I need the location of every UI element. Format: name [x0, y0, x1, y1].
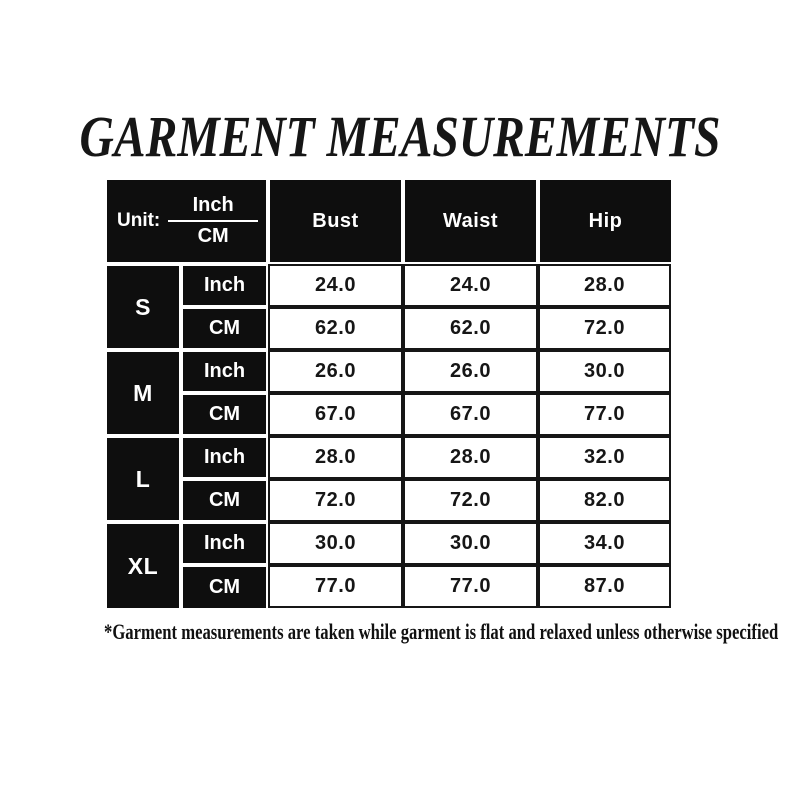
measurement-cell: 77.0: [268, 565, 403, 608]
measurement-cell: 24.0: [403, 264, 538, 307]
unit-cm-label: CM: [197, 225, 229, 247]
row-unit-cm-m: CM: [181, 393, 268, 436]
row-unit-inch-s: Inch: [181, 264, 268, 307]
measurement-cell: 67.0: [268, 393, 403, 436]
size-label-m: M: [107, 350, 181, 436]
unit-header-cell: Unit: Inch CM: [107, 180, 268, 264]
measurement-cell: 67.0: [403, 393, 538, 436]
measurement-cell: 26.0: [403, 350, 538, 393]
size-chart-table: Unit: Inch CM Bust Waist Hip S Inch CM 2…: [107, 180, 671, 608]
measurement-cell: 26.0: [268, 350, 403, 393]
measurement-cell: 32.0: [538, 436, 671, 479]
row-unit-cm-l: CM: [181, 479, 268, 522]
unit-inch-label: Inch: [168, 194, 258, 222]
measurement-cell: 28.0: [268, 436, 403, 479]
page-title: GARMENT MEASUREMENTS: [79, 104, 721, 169]
size-label-l: L: [107, 436, 181, 522]
measurement-cell: 82.0: [538, 479, 671, 522]
row-unit-cm-s: CM: [181, 307, 268, 350]
unit-label: Unit:: [117, 210, 161, 231]
measurement-cell: 28.0: [538, 264, 671, 307]
unit-fraction: Inch CM: [168, 194, 258, 248]
measurement-cell: 30.0: [538, 350, 671, 393]
measurement-cell: 72.0: [403, 479, 538, 522]
row-unit-inch-xl: Inch: [181, 522, 268, 565]
measurement-cell: 28.0: [403, 436, 538, 479]
measurement-cell: 77.0: [538, 393, 671, 436]
column-header-bust: Bust: [268, 180, 403, 264]
size-label-s: S: [107, 264, 181, 350]
row-unit-inch-m: Inch: [181, 350, 268, 393]
measurement-cell: 72.0: [538, 307, 671, 350]
measurement-cell: 87.0: [538, 565, 671, 608]
column-header-hip: Hip: [538, 180, 671, 264]
measurement-cell: 62.0: [268, 307, 403, 350]
measurement-disclaimer: *Garment measurements are taken while ga…: [104, 619, 779, 644]
measurement-cell: 30.0: [403, 522, 538, 565]
measurement-cell: 24.0: [268, 264, 403, 307]
measurement-cell: 72.0: [268, 479, 403, 522]
row-unit-inch-l: Inch: [181, 436, 268, 479]
measurement-cell: 62.0: [403, 307, 538, 350]
size-label-xl: XL: [107, 522, 181, 608]
row-unit-cm-xl: CM: [181, 565, 268, 608]
measurement-cell: 34.0: [538, 522, 671, 565]
measurement-cell: 30.0: [268, 522, 403, 565]
measurement-cell: 77.0: [403, 565, 538, 608]
column-header-waist: Waist: [403, 180, 538, 264]
